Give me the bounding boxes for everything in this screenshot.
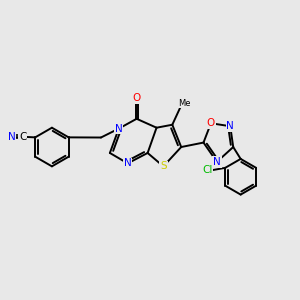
Text: N: N xyxy=(8,132,15,142)
Text: Me: Me xyxy=(178,98,191,107)
Text: S: S xyxy=(160,161,167,171)
Text: O: O xyxy=(133,93,141,103)
Text: N: N xyxy=(226,121,234,131)
Text: C: C xyxy=(19,132,26,142)
Text: O: O xyxy=(207,118,215,128)
Text: Cl: Cl xyxy=(202,165,213,175)
Text: N: N xyxy=(115,124,123,134)
Text: N: N xyxy=(124,158,132,168)
Text: N: N xyxy=(213,157,221,167)
